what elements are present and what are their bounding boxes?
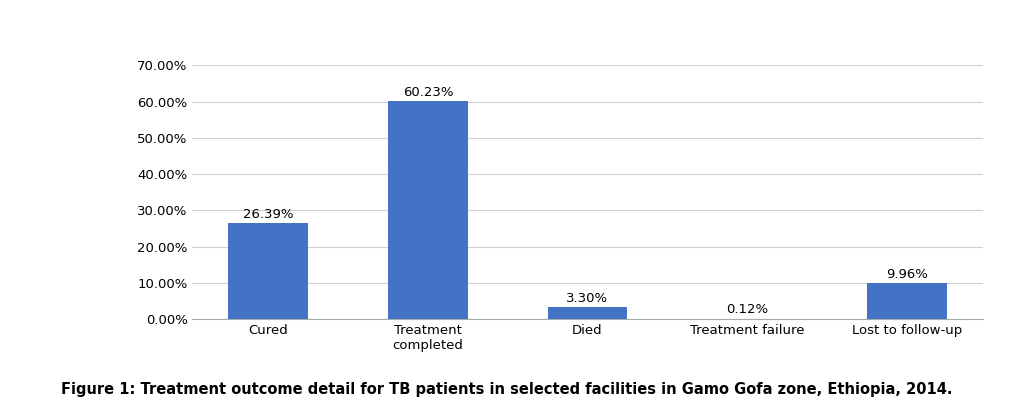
Bar: [548, 307, 627, 319]
Text: 9.96%: 9.96%: [885, 268, 928, 281]
Text: 0.12%: 0.12%: [726, 303, 768, 317]
Text: Figure 1: Treatment outcome detail for TB patients in selected facilities in Gam: Figure 1: Treatment outcome detail for T…: [61, 382, 952, 397]
Text: 3.30%: 3.30%: [566, 292, 609, 305]
Text: 26.39%: 26.39%: [243, 208, 294, 221]
Text: 60.23%: 60.23%: [402, 85, 453, 99]
Bar: [388, 101, 468, 319]
Bar: [228, 223, 308, 319]
Bar: [867, 283, 947, 319]
